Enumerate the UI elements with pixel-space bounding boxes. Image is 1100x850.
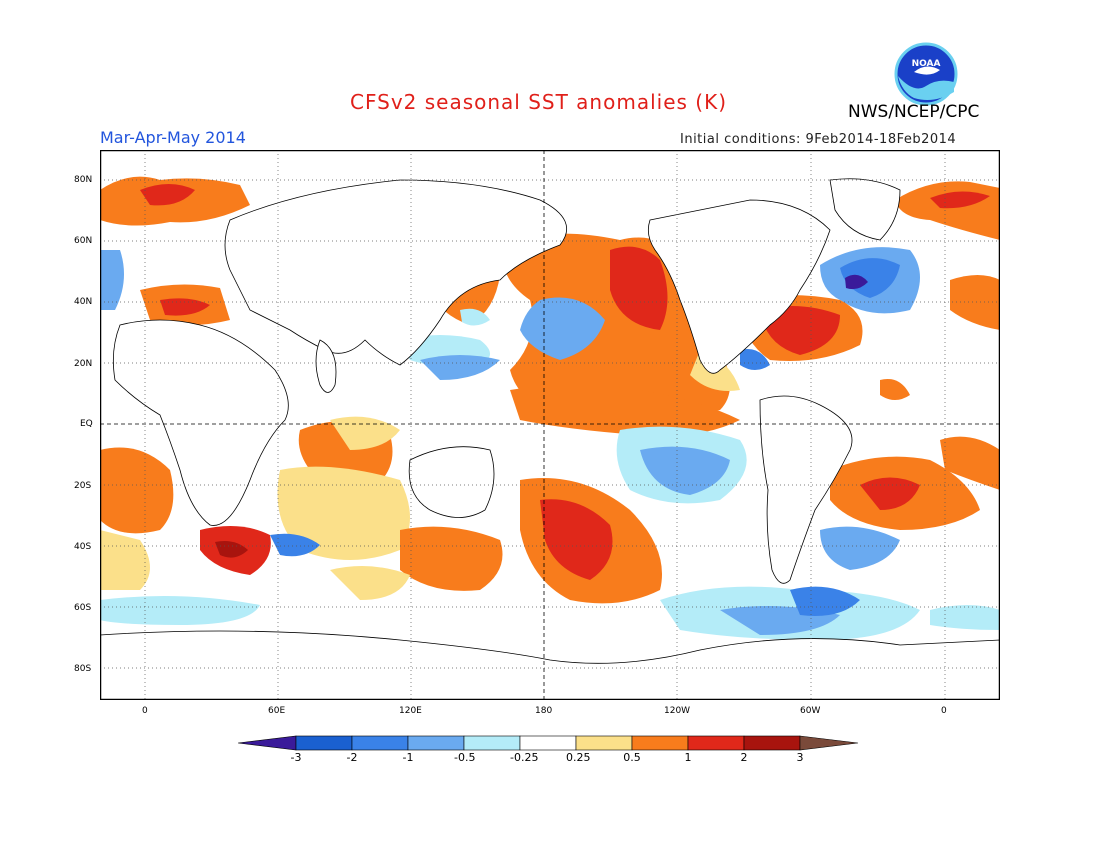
agency-label: NWS/NCEP/CPC	[848, 102, 980, 122]
colorbar-box	[351, 735, 409, 751]
colorbar-label: -1	[402, 751, 414, 764]
land-india	[315, 339, 337, 393]
anomaly-region	[160, 298, 210, 316]
anomaly-region	[640, 446, 730, 495]
lon-label-120w: 120W	[664, 706, 691, 716]
lat-label-20n: 20N	[74, 359, 93, 369]
colorbar-box	[407, 735, 465, 751]
noaa-logo: NOAA	[894, 42, 958, 106]
lat-label-60n: 60N	[74, 236, 93, 246]
reference-lines	[100, 150, 1000, 700]
anomaly-region	[270, 533, 320, 557]
lat-label-80n: 80N	[74, 175, 93, 185]
anomaly-fields	[100, 176, 1000, 640]
anomaly-region	[790, 586, 860, 616]
anomaly-region	[820, 526, 900, 570]
map-frame	[100, 150, 1000, 700]
page-title: CFSv2 seasonal SST anomalies (K)	[350, 90, 727, 114]
anomaly-region	[610, 246, 668, 330]
lat-label-40s: 40S	[74, 542, 92, 552]
colorbar-box	[519, 735, 577, 751]
anomaly-region	[215, 541, 248, 558]
anomaly-region	[540, 499, 613, 580]
lat-label-60s: 60S	[74, 603, 92, 613]
land-australia	[408, 446, 495, 518]
anomaly-region	[880, 379, 910, 400]
colorbar-box	[631, 735, 689, 751]
anomaly-region	[845, 274, 868, 290]
lon-label-120e: 120E	[399, 706, 422, 716]
colorbar-left-arrow	[238, 735, 297, 751]
anomaly-region	[740, 349, 770, 370]
land-africa	[112, 319, 289, 526]
lat-label-eq: EQ	[80, 419, 93, 429]
colorbar-right-arrow	[799, 735, 859, 751]
anomaly-region	[100, 447, 174, 534]
land-south-america	[759, 395, 853, 584]
sst-anomaly-map	[100, 150, 1000, 700]
colorbar-box	[687, 735, 745, 751]
lon-label-180: 180	[535, 706, 553, 716]
colorbar-label: 0.25	[566, 751, 591, 764]
anomaly-region	[940, 436, 1000, 490]
anomaly-region	[100, 530, 150, 590]
anomaly-region	[277, 466, 410, 560]
anomaly-region	[930, 191, 990, 209]
colorbar-box	[295, 735, 353, 751]
colorbar-label: -2	[346, 751, 358, 764]
lon-label-0-right: 0	[941, 706, 947, 716]
season-label: Mar-Apr-May 2014	[100, 128, 246, 147]
land-antarctica	[100, 630, 1000, 700]
lat-label-80s: 80S	[74, 664, 92, 674]
anomaly-region	[510, 385, 740, 436]
anomaly-region	[930, 605, 1000, 630]
colorbar-box	[463, 735, 521, 751]
land-eurasia	[224, 179, 568, 366]
coastlines	[100, 178, 1000, 700]
colorbar	[238, 735, 859, 751]
land-greenland	[829, 178, 901, 241]
anomaly-region	[760, 306, 840, 355]
anomaly-region	[140, 184, 195, 206]
lat-label-20s: 20S	[74, 481, 92, 491]
lon-label-0-left: 0	[142, 706, 148, 716]
initial-conditions-label: Initial conditions: 9Feb2014-18Feb2014	[680, 132, 957, 147]
anomaly-region	[950, 275, 1000, 330]
colorbar-label: 1	[684, 751, 692, 764]
lon-label-60w: 60W	[800, 706, 821, 716]
anomaly-region	[400, 526, 503, 591]
anomaly-region	[330, 416, 400, 450]
colorbar-label: 3	[796, 751, 804, 764]
colorbar-label: 0.5	[623, 751, 641, 764]
colorbar-label: -3	[290, 751, 302, 764]
land-north-america	[647, 199, 831, 374]
logo-text: NOAA	[912, 59, 941, 69]
anomaly-region	[520, 297, 605, 360]
anomaly-region	[100, 596, 260, 625]
colorbar-box	[743, 735, 801, 751]
anomaly-region	[420, 355, 500, 380]
anomaly-region	[460, 308, 490, 326]
colorbar-box	[575, 735, 633, 751]
anomaly-region	[860, 477, 920, 510]
anomaly-region	[100, 250, 124, 310]
lat-label-40n: 40N	[74, 297, 93, 307]
lon-label-60e: 60E	[268, 706, 286, 716]
colorbar-label: -0.25	[510, 751, 539, 764]
anomaly-region	[330, 566, 410, 600]
colorbar-label: 2	[740, 751, 748, 764]
colorbar-label: -0.5	[454, 751, 476, 764]
